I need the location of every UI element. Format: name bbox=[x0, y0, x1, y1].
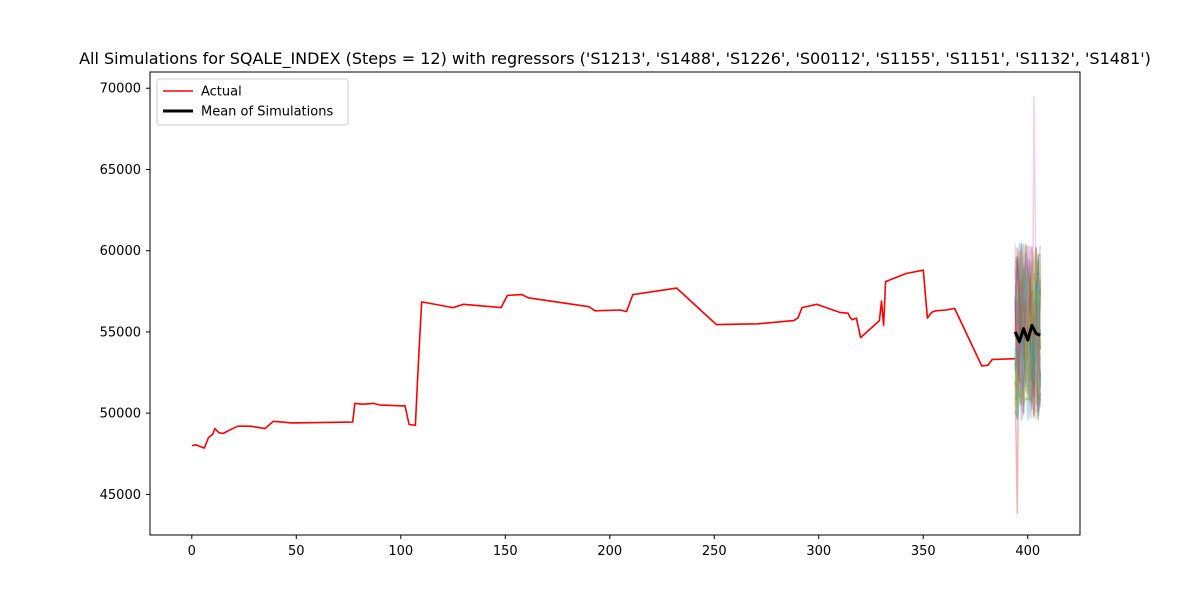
simulation-line bbox=[1014, 247, 1042, 401]
simulation-line bbox=[1014, 253, 1041, 366]
y-tick-label: 60000 bbox=[100, 244, 141, 259]
x-tick-label: 250 bbox=[702, 544, 727, 559]
legend-box bbox=[156, 78, 349, 126]
y-tick-label: 70000 bbox=[100, 82, 141, 97]
simulation-line bbox=[1014, 243, 1042, 391]
actual-series-line bbox=[191, 269, 1016, 449]
simulation-line bbox=[1014, 274, 1042, 416]
simulation-line bbox=[1014, 251, 1042, 417]
legend-label: Mean of Simulations bbox=[201, 105, 333, 120]
simulation-line bbox=[1014, 247, 1042, 413]
simulation-line bbox=[1014, 246, 1042, 416]
simulation-line bbox=[1014, 267, 1042, 417]
x-tick-label: 200 bbox=[597, 544, 622, 559]
y-tick-label: 45000 bbox=[100, 488, 141, 503]
x-tick-label: 50 bbox=[288, 544, 305, 559]
y-tick-label: 55000 bbox=[100, 325, 141, 340]
simulation-line bbox=[1014, 252, 1042, 421]
simulation-line bbox=[1014, 276, 1042, 414]
x-tick-label: 400 bbox=[1015, 544, 1040, 559]
x-tick-label: 100 bbox=[388, 544, 413, 559]
simulation-line bbox=[1014, 262, 1042, 402]
legend-label: Actual bbox=[201, 85, 242, 100]
simulation-line bbox=[1014, 269, 1042, 418]
plot-frame bbox=[149, 71, 1081, 536]
x-axis: 0 50 100 150 200 250 300 350 400 bbox=[188, 535, 1040, 559]
simulation-line bbox=[1014, 265, 1042, 514]
mean-series-line bbox=[1013, 323, 1041, 344]
legend: Actual Mean of Simulations bbox=[156, 78, 349, 126]
y-tick-label: 65000 bbox=[100, 163, 141, 178]
chart-title: All Simulations for SQALE_INDEX (Steps =… bbox=[79, 49, 1151, 69]
simulation-line bbox=[1014, 96, 1042, 419]
simulation-line bbox=[1014, 243, 1042, 406]
simulation-line bbox=[1014, 245, 1042, 421]
simulation-line bbox=[1014, 244, 1042, 414]
simulation-line bbox=[1014, 274, 1042, 419]
simulation-line bbox=[1014, 258, 1041, 400]
x-tick-label: 300 bbox=[806, 544, 831, 559]
simulation-line bbox=[1014, 257, 1042, 399]
x-tick-label: 150 bbox=[493, 544, 518, 559]
y-axis: 45000 50000 55000 60000 65000 70000 bbox=[100, 82, 150, 503]
simulation-line bbox=[1014, 243, 1042, 421]
simulation-lines bbox=[1014, 96, 1042, 514]
simulation-line bbox=[1014, 257, 1041, 412]
series-lines bbox=[191, 269, 1041, 449]
simulation-line bbox=[1014, 283, 1042, 420]
y-tick-label: 50000 bbox=[100, 407, 141, 422]
x-tick-label: 0 bbox=[188, 544, 196, 559]
simulation-line bbox=[1014, 245, 1042, 405]
simulation-line bbox=[1014, 259, 1042, 416]
simulation-line bbox=[1014, 247, 1042, 395]
x-tick-label: 350 bbox=[911, 544, 936, 559]
